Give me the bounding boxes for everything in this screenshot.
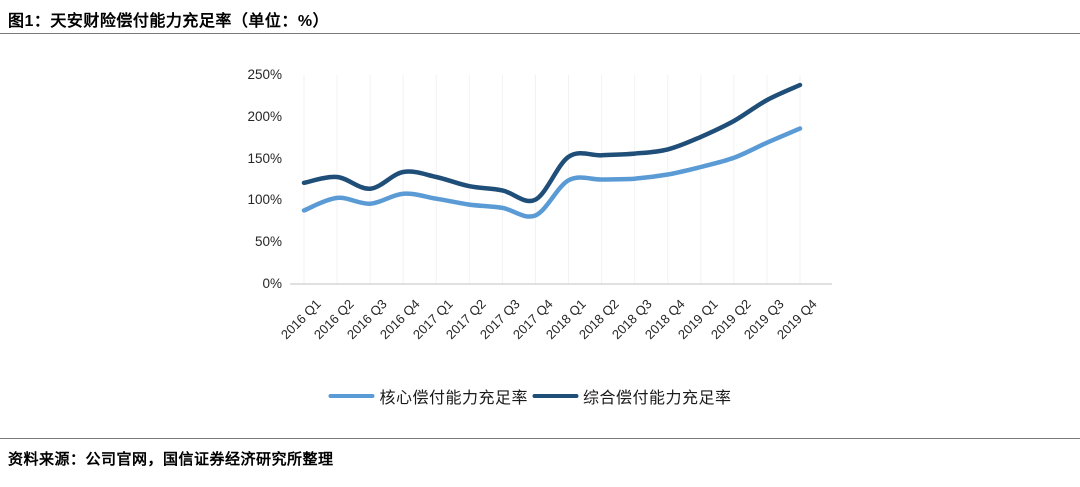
legend-line-swatch <box>328 393 375 399</box>
gridlines <box>303 75 801 284</box>
line-core-solvency-ratio <box>301 126 803 219</box>
line-comprehensive-solvency-ratio <box>301 82 803 204</box>
legend-label: 核心偿付能力充足率 <box>379 390 528 407</box>
y-tick-label: 50% <box>254 234 282 250</box>
y-tick-label: 0% <box>262 276 282 291</box>
y-tick-label: 150% <box>247 150 282 166</box>
y-tick-label: 250% <box>247 67 282 82</box>
y-tick-label: 200% <box>247 108 282 124</box>
source-divider <box>0 438 1080 439</box>
figure-source: 资料来源：公司官网，国信证券经济研究所整理 <box>8 451 334 468</box>
chart-legend: 核心偿付能力充足率 综合偿付能力充足率 <box>328 384 731 408</box>
legend-item-core-solvency: 核心偿付能力充足率 <box>328 384 528 408</box>
legend-line-swatch <box>532 393 578 399</box>
legend-label: 综合偿付能力充足率 <box>583 390 732 407</box>
y-tick-label: 100% <box>247 192 282 208</box>
figure-title: 图1：天安财险偿付能力充足率（单位：%） <box>8 13 330 30</box>
legend-item-comprehensive-solvency: 综合偿付能力充足率 <box>532 384 732 408</box>
title-divider <box>0 33 1080 34</box>
chart-canvas <box>290 75 832 285</box>
solvency-line-chart: 0% 50% 100% 150% 200% 250% 2016 Q1 2016 Q2 2016… <box>0 40 1080 435</box>
